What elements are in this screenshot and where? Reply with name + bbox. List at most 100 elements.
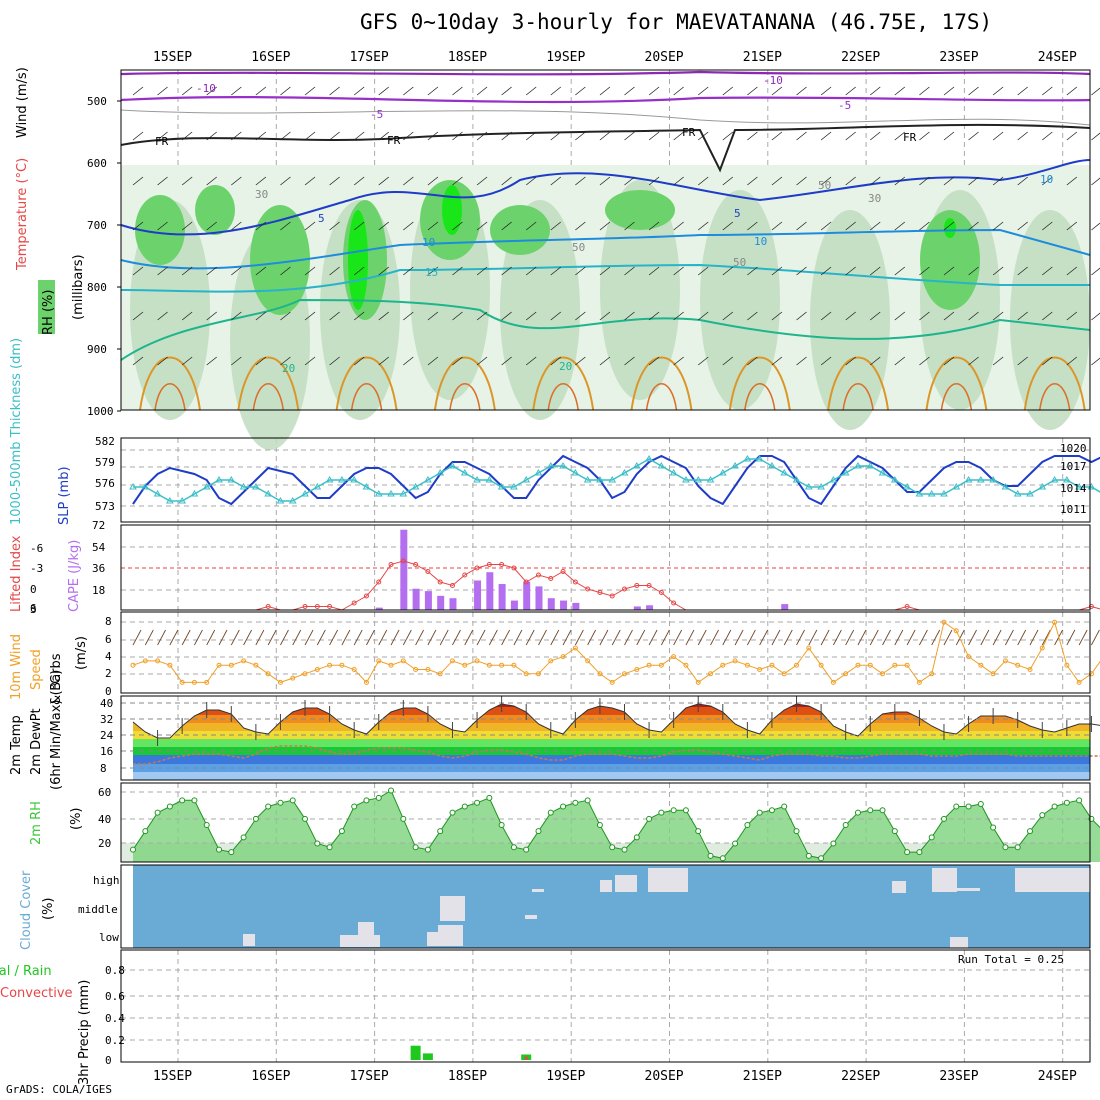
wind-barb	[673, 629, 683, 646]
label-minus10: -10	[763, 74, 783, 87]
label-minmax: (6hr Min/Max) (°C)	[49, 670, 64, 790]
slp-tick: 1014	[1060, 482, 1087, 495]
wind-barb	[820, 221, 832, 231]
temp-tick: 24	[100, 729, 114, 742]
label-minus10: -10	[196, 82, 216, 95]
rh-fill-green	[605, 190, 675, 230]
cloud-block	[532, 889, 544, 892]
rh2m-point	[203, 822, 210, 828]
wind-barb	[845, 86, 856, 96]
wind-barb	[316, 629, 326, 646]
rh2m-point	[560, 803, 567, 810]
thickness-point	[399, 490, 408, 497]
rh2m-point	[953, 803, 960, 810]
wind-speed-point	[253, 662, 259, 668]
rh2m-point	[228, 849, 235, 856]
wind-barb	[820, 176, 832, 186]
wind-barb	[968, 266, 979, 276]
wind-barb	[194, 629, 203, 646]
cloud-level-label: middle	[78, 903, 118, 916]
wind-barb	[599, 311, 611, 321]
wind-barb	[624, 356, 635, 366]
temp-contour-10	[120, 228, 1091, 270]
wind-barb	[722, 131, 734, 141]
wind-barb	[771, 266, 783, 276]
temp-contour-30	[547, 383, 579, 411]
temp-tick: 40	[100, 697, 113, 710]
wind-barb	[857, 629, 867, 646]
wind-barb	[624, 86, 635, 96]
precip-total-bar	[410, 1045, 421, 1060]
wind-speed-point	[572, 645, 578, 651]
cloud-block	[932, 868, 957, 892]
wind-barb	[206, 221, 217, 231]
thickness-point	[669, 469, 678, 476]
temp-band	[133, 704, 1090, 707]
panel-frame	[120, 524, 1091, 611]
wind-speed-point	[622, 671, 627, 677]
wind-barb	[452, 221, 463, 231]
wind-barb	[771, 629, 781, 646]
li-tick: 3	[30, 603, 37, 616]
temp-contour-25	[433, 356, 496, 411]
label-millibars: (millibars)	[71, 254, 86, 320]
rh2m-point	[842, 822, 849, 828]
wind-speed-point	[191, 679, 197, 685]
thickness-point	[755, 455, 764, 462]
rh2m-point	[990, 824, 997, 831]
wind-speed-point	[585, 658, 591, 664]
temp-bands	[133, 704, 1090, 780]
wind-barb	[476, 311, 488, 321]
wind-barb	[722, 629, 732, 646]
thickness-point	[251, 483, 260, 490]
wind-barb	[255, 221, 267, 231]
wind-barb	[403, 266, 414, 276]
wind-barb	[1078, 629, 1088, 646]
wind-speed-point	[695, 679, 701, 685]
wind-barb	[452, 131, 463, 141]
wind-barb	[1042, 311, 1053, 321]
cape-bar	[486, 572, 494, 610]
wind-barb	[747, 176, 758, 186]
wind-speed-point	[155, 658, 161, 664]
li-point	[1088, 604, 1094, 609]
cape-bar	[572, 602, 580, 610]
thickness-point	[608, 476, 617, 483]
wind-speed-point	[413, 667, 419, 672]
wind-barb	[832, 629, 842, 646]
wind-barb	[697, 176, 709, 186]
rh2m-point	[793, 828, 800, 835]
wind-barb	[1091, 629, 1100, 646]
thickness-point	[780, 469, 789, 476]
li-point	[388, 562, 394, 567]
wind-barb	[870, 131, 881, 141]
thickness-point	[227, 476, 236, 483]
cloud-block	[440, 896, 465, 921]
thickness-point	[878, 469, 887, 476]
wind-speed-point	[425, 667, 431, 672]
temp-contour-25	[827, 356, 890, 411]
wind-barb	[1066, 629, 1076, 646]
wind-barb	[329, 176, 340, 186]
wind-barb	[599, 131, 611, 141]
slp-tick: 1020	[1060, 442, 1087, 455]
wind-barb	[1017, 356, 1028, 366]
thickness-point	[1062, 476, 1071, 483]
temp-band	[133, 755, 1090, 764]
y-tick-label: 800	[87, 281, 107, 294]
wind-barb	[132, 221, 144, 231]
wind-speed-point	[757, 667, 763, 672]
thickness-point	[792, 476, 801, 483]
wind-speed-point	[167, 662, 173, 668]
cape-bar	[535, 586, 543, 610]
wind-barb	[1029, 629, 1039, 646]
rh2m-point	[289, 797, 296, 804]
rh2m-point	[388, 787, 395, 794]
rh-tick: 20	[98, 837, 111, 850]
thickness-point	[571, 469, 580, 476]
thickness-point	[338, 476, 346, 483]
wind-barb	[796, 131, 807, 141]
wind-barb	[660, 629, 670, 646]
